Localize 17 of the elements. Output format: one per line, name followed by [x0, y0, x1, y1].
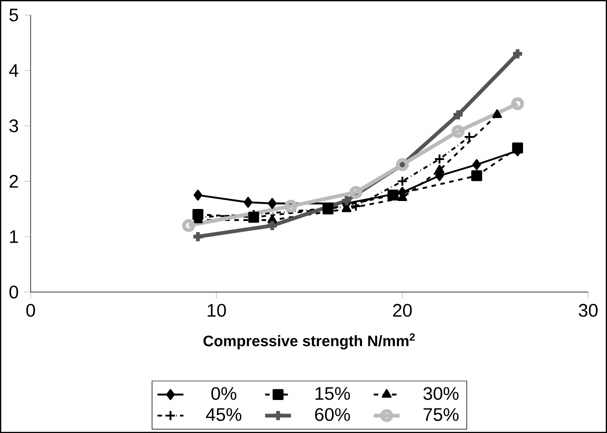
text: Compressive strength N/mm$^{2}$ — [203, 333, 415, 350]
legend-label: 60% — [315, 408, 350, 421]
y-tick-label: 4 — [9, 64, 18, 77]
legend-label: 75% — [424, 408, 459, 421]
legend-label: 45% — [206, 408, 242, 421]
y-tick-label: 3 — [9, 119, 18, 132]
legend-label: 0% — [211, 387, 236, 400]
legend-label: 30% — [423, 387, 459, 400]
x-tick-label: 30 — [578, 304, 598, 317]
y-tick-label: 2 — [10, 174, 18, 188]
x-tick-label: 10 — [208, 304, 226, 317]
x-tick-label: 20 — [393, 304, 412, 317]
legend-label: 15% — [316, 387, 350, 400]
y-tick-label: 0 — [9, 286, 18, 298]
y-tick-label: 1 — [10, 230, 18, 243]
y-tick-label: 5 — [9, 8, 18, 22]
x-tick-label: 0 — [26, 304, 36, 317]
